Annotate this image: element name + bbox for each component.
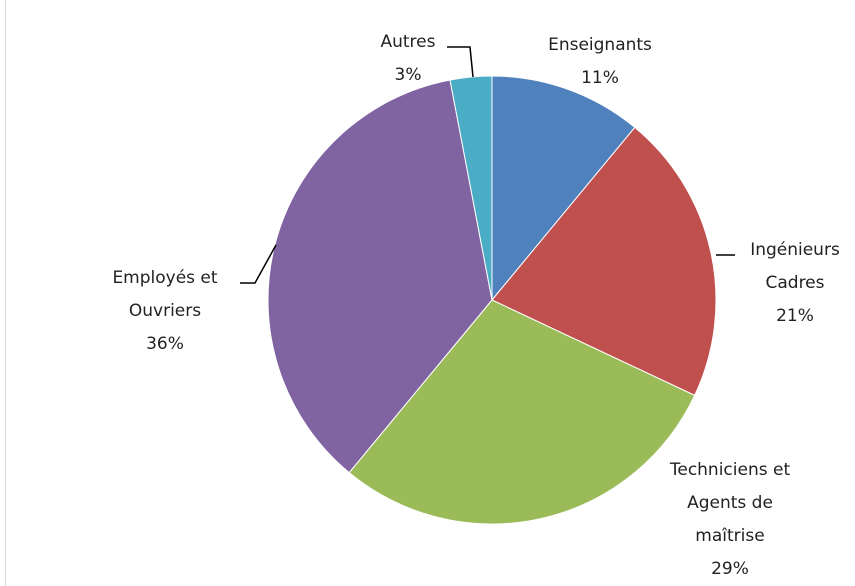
value-label: 36% xyxy=(146,334,184,354)
category-label: Enseignants xyxy=(548,35,652,55)
pie-slice xyxy=(449,75,493,301)
slice-label: Employés et Ouvriers 36% xyxy=(95,262,235,361)
slice-label: Enseignants 11% xyxy=(520,29,680,95)
value-label: 11% xyxy=(581,68,619,88)
slice-label: Ingénieurs Cadres 21% xyxy=(740,234,850,333)
slice-label: Techniciens et Agents de maîtrise 29% xyxy=(650,454,810,586)
pie-slice xyxy=(348,299,696,525)
leader-line xyxy=(240,244,277,284)
pie-slice xyxy=(491,75,636,302)
value-label: 21% xyxy=(776,306,814,326)
pie xyxy=(267,75,717,525)
value-label: 3% xyxy=(394,65,422,85)
slice-label: Autres 3% xyxy=(363,26,453,92)
pie-slice xyxy=(491,126,717,397)
leader-line xyxy=(447,46,474,78)
category-label: Employés et Ouvriers xyxy=(112,268,218,321)
category-label: Techniciens et Agents de maîtrise xyxy=(669,460,791,546)
category-label: Ingénieurs Cadres xyxy=(750,240,840,293)
pie-slice xyxy=(267,79,493,474)
category-label: Autres xyxy=(380,32,436,52)
frame-edge xyxy=(5,0,6,586)
value-label: 29% xyxy=(711,559,749,579)
